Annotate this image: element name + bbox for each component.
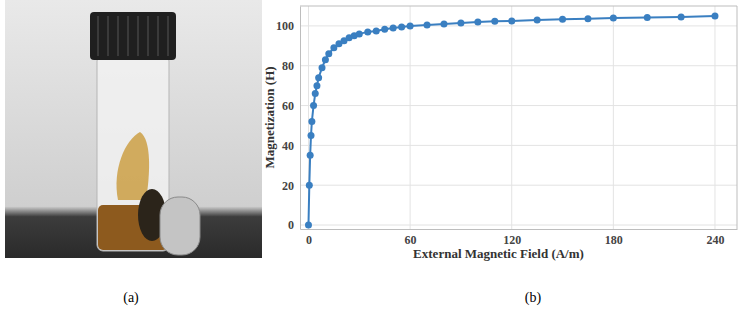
data-line — [308, 16, 715, 225]
y-axis: 0 20 40 60 80 100 — [276, 7, 301, 233]
y-tick-label: 100 — [276, 19, 294, 33]
cap-ridge — [167, 16, 169, 56]
data-point — [356, 30, 363, 37]
x-axis-title: External Magnetic Field (A/m) — [413, 246, 584, 261]
data-point — [364, 28, 371, 35]
photo — [5, 0, 262, 258]
data-point — [508, 17, 515, 24]
y-tick-label: 40 — [282, 139, 294, 153]
data-point — [559, 16, 566, 23]
data-point — [322, 56, 329, 63]
grid-line-y — [300, 65, 737, 66]
x-tick: 240 — [706, 229, 724, 247]
plot-frame-top — [300, 6, 737, 7]
data-point — [534, 16, 541, 23]
data-point — [398, 23, 405, 30]
y-tick: 60 — [282, 99, 300, 113]
data-point — [381, 26, 388, 33]
figure: (a) (b) 0 60 120 180 240 0 20 40 60 80 100 External M… — [0, 0, 742, 313]
grid-line-y — [300, 145, 737, 146]
data-point — [584, 15, 591, 22]
panel-label: (b) — [525, 290, 542, 306]
x-tick-label: 0 — [306, 233, 312, 247]
vial-glass — [97, 55, 169, 251]
data-point — [308, 118, 315, 125]
x-tick-label: 120 — [503, 233, 521, 247]
x-tick-label: 240 — [706, 233, 724, 247]
plot-marks — [305, 12, 719, 228]
data-point — [610, 14, 617, 21]
x-axis-line — [301, 229, 738, 230]
grid-line-y — [300, 225, 737, 226]
x-tick: 180 — [605, 229, 623, 247]
data-point — [310, 102, 317, 109]
data-point — [457, 19, 464, 26]
y-tick: 0 — [288, 218, 300, 232]
data-point — [491, 18, 498, 25]
data-point — [319, 64, 326, 71]
cap-ridge — [137, 16, 139, 56]
photo-background — [5, 0, 262, 258]
x-tick: 120 — [503, 229, 521, 247]
y-axis-line — [300, 7, 301, 230]
x-tick: 60 — [405, 229, 417, 247]
vial-cap — [90, 12, 176, 60]
data-point — [306, 182, 313, 189]
y-tick: 20 — [282, 179, 300, 193]
x-tick: 0 — [306, 229, 312, 247]
yellow-film — [117, 132, 150, 200]
grid-line-x — [613, 6, 614, 229]
y-tick: 100 — [276, 19, 300, 33]
cap-ridge — [157, 16, 159, 56]
data-point — [424, 21, 431, 28]
grid-line-x — [511, 6, 512, 229]
data-point — [407, 22, 414, 29]
x-tick-label: 60 — [405, 233, 417, 247]
data-point — [307, 152, 314, 159]
grid — [300, 6, 737, 229]
plot-frame-right — [737, 6, 738, 229]
cap-ridge — [147, 16, 149, 56]
y-tick-label: 60 — [282, 99, 294, 113]
data-point — [305, 222, 312, 229]
x-tick-label: 180 — [605, 233, 623, 247]
y-tick: 80 — [282, 59, 300, 73]
data-point — [308, 132, 315, 139]
magnet — [160, 197, 200, 255]
data-point — [325, 50, 332, 57]
grid-line-y — [300, 105, 737, 106]
data-point — [678, 13, 685, 20]
data-point — [390, 24, 397, 31]
data-point — [644, 14, 651, 21]
cap-ridge — [97, 16, 99, 56]
data-point — [373, 27, 380, 34]
grid-line-x — [714, 6, 715, 229]
y-tick: 40 — [282, 139, 300, 153]
data-point — [313, 82, 320, 89]
panel-label: (a) — [123, 290, 139, 306]
grid-line-x — [410, 6, 411, 229]
y-axis-title: Magnetization (H) — [262, 66, 277, 168]
data-point — [315, 74, 322, 81]
chart: 0 60 120 180 240 0 20 40 60 80 100 External Magneti… — [262, 6, 738, 261]
cap-ridge — [107, 16, 109, 56]
data-point — [440, 20, 447, 27]
cap-ridge — [127, 16, 129, 56]
y-tick-label: 20 — [282, 179, 294, 193]
y-tick-label: 0 — [288, 218, 294, 232]
data-point — [711, 12, 718, 19]
grid-line-y — [300, 185, 737, 186]
cap-ridge — [117, 16, 119, 56]
grid-line-y — [300, 25, 737, 26]
data-point — [312, 90, 319, 97]
data-point — [474, 18, 481, 25]
y-tick-label: 80 — [282, 59, 294, 73]
x-axis: 0 60 120 180 240 — [301, 229, 738, 247]
